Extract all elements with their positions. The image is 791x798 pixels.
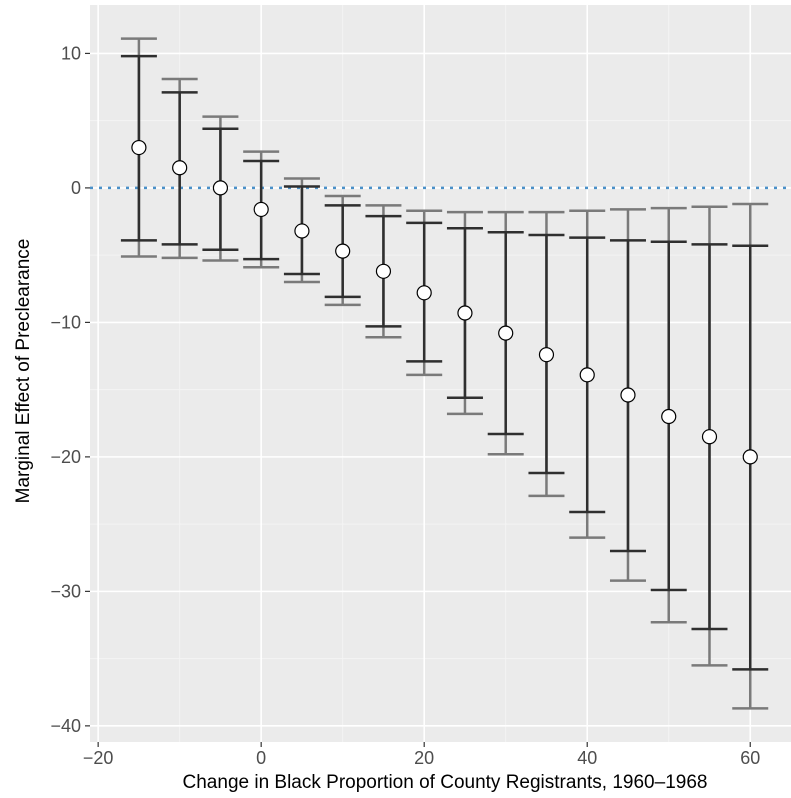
x-tick-label: 40 <box>577 748 597 768</box>
grid-lines <box>90 5 791 742</box>
x-tick-label: 60 <box>740 748 760 768</box>
estimate-point <box>212 180 229 196</box>
x-tick-label: 20 <box>414 748 434 768</box>
estimate-point <box>253 201 269 218</box>
estimate-point <box>579 367 595 383</box>
estimate-point <box>538 347 555 363</box>
estimate-point <box>457 305 473 321</box>
x-tick-label: 0 <box>256 748 266 768</box>
estimate-point <box>294 223 310 239</box>
estimate-points <box>131 139 758 465</box>
estimate-point <box>416 285 432 301</box>
y-tick-label: 0 <box>71 178 81 198</box>
x-axis-ticks: −20 0 20 40 60 <box>83 742 760 768</box>
estimate-point <box>375 263 392 279</box>
x-axis-title: Change in Black Proportion of County Reg… <box>183 772 708 793</box>
y-axis-title: Marginal Effect of Preclearance <box>13 239 34 504</box>
y-axis-ticks: 10 0 −10 −20 −30 −40 <box>50 43 90 736</box>
estimate-point <box>661 408 677 425</box>
y-tick-label: −20 <box>50 447 81 467</box>
y-tick-label: −10 <box>50 312 81 332</box>
estimate-point <box>172 160 188 176</box>
y-tick-label: 10 <box>61 43 81 63</box>
estimate-point <box>701 429 718 445</box>
estimate-point <box>335 243 351 259</box>
estimate-point <box>620 387 636 403</box>
y-tick-label: −30 <box>50 581 81 601</box>
x-tick-label: −20 <box>83 748 114 768</box>
estimate-point <box>742 449 758 465</box>
estimate-point <box>131 139 147 156</box>
plot-panel <box>90 5 791 742</box>
estimate-point <box>498 325 514 341</box>
y-tick-label: −40 <box>50 716 81 736</box>
panel-background <box>90 5 791 742</box>
